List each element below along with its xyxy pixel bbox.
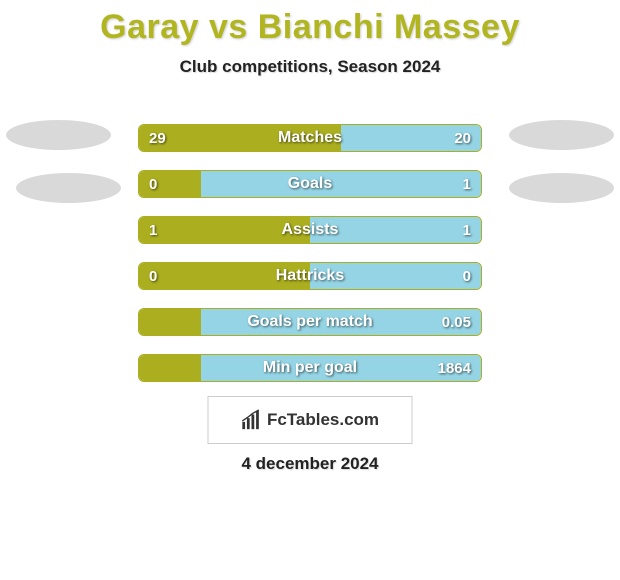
brand-badge: FcTables.com bbox=[208, 396, 413, 444]
stat-value-right: 1 bbox=[463, 217, 471, 243]
stat-value-left: 0 bbox=[149, 171, 157, 197]
avatar-player-left bbox=[6, 120, 111, 150]
stat-value-right: 0 bbox=[463, 263, 471, 289]
bar-fill-left bbox=[139, 125, 341, 151]
stat-value-right: 20 bbox=[454, 125, 471, 151]
page-title: Garay vs Bianchi Massey bbox=[0, 0, 620, 47]
stat-value-left: 1 bbox=[149, 217, 157, 243]
avatar-player-right-shadow bbox=[509, 173, 614, 203]
stat-value-left: 29 bbox=[149, 125, 166, 151]
stat-row: Min per goal1864 bbox=[138, 354, 482, 382]
bar-fill-left bbox=[139, 309, 201, 335]
avatar-player-left-shadow bbox=[16, 173, 121, 203]
stat-row: Hattricks00 bbox=[138, 262, 482, 290]
stat-row: Matches2920 bbox=[138, 124, 482, 152]
stat-row: Goals01 bbox=[138, 170, 482, 198]
subtitle: Club competitions, Season 2024 bbox=[0, 57, 620, 77]
date-text: 4 december 2024 bbox=[0, 454, 620, 474]
bar-fill-right bbox=[201, 171, 481, 197]
stat-value-left: 0 bbox=[149, 263, 157, 289]
stat-row: Goals per match0.05 bbox=[138, 308, 482, 336]
bar-fill-right bbox=[201, 309, 481, 335]
bar-fill-right bbox=[310, 217, 481, 243]
stat-value-right: 1 bbox=[463, 171, 471, 197]
bar-fill-left bbox=[139, 355, 201, 381]
stat-row: Assists11 bbox=[138, 216, 482, 244]
bar-fill-left bbox=[139, 263, 310, 289]
bar-fill-right bbox=[310, 263, 481, 289]
avatar-player-right bbox=[509, 120, 614, 150]
bar-fill-left bbox=[139, 217, 310, 243]
stat-value-right: 0.05 bbox=[442, 309, 471, 335]
chart-icon bbox=[241, 409, 263, 431]
brand-text: FcTables.com bbox=[267, 410, 379, 430]
comparison-bars: Matches2920Goals01Assists11Hattricks00Go… bbox=[138, 124, 482, 400]
stat-value-right: 1864 bbox=[438, 355, 471, 381]
